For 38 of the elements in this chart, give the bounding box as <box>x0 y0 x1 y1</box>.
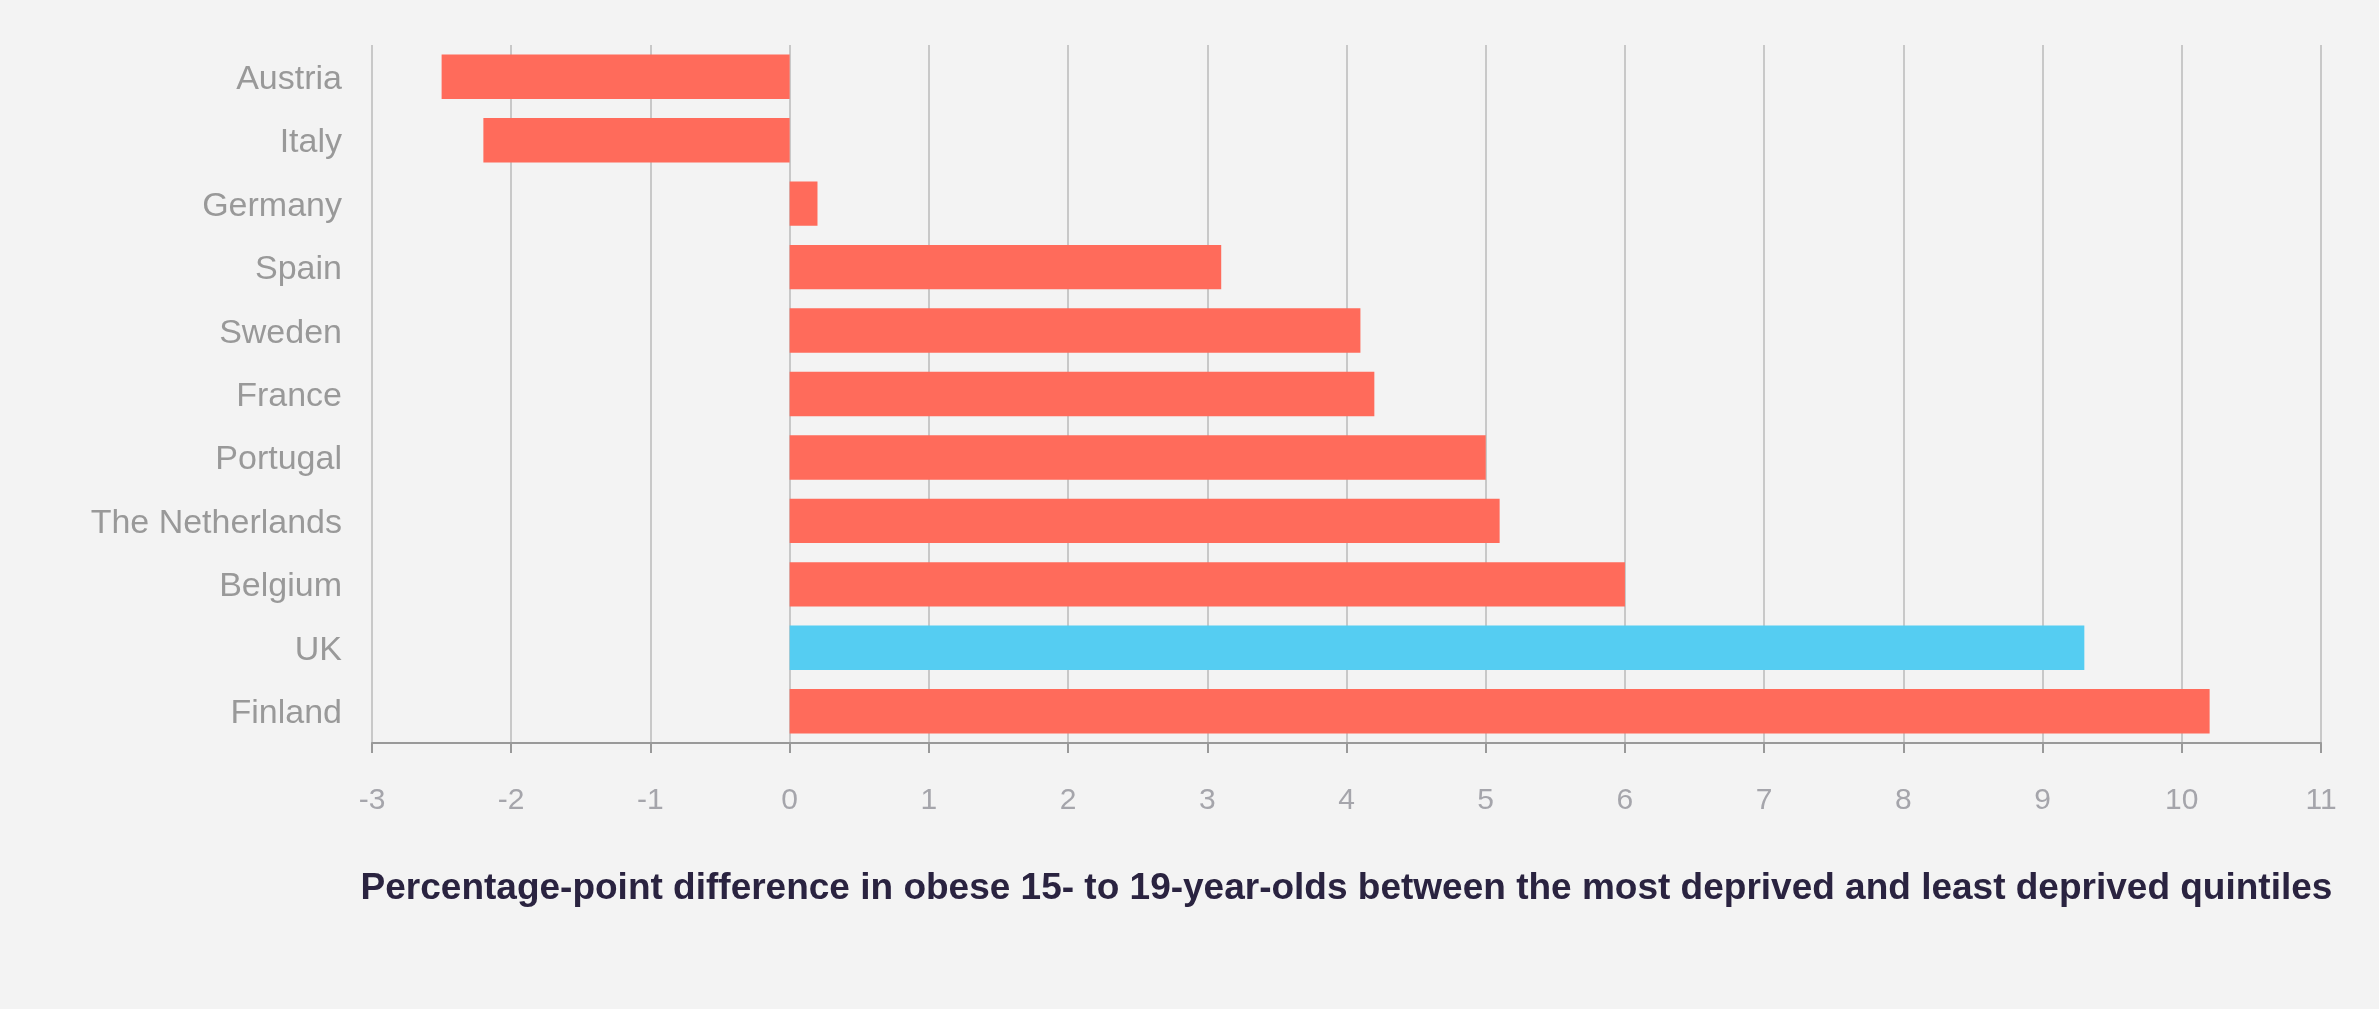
bar <box>441 54 790 99</box>
x-tick-label: 2 <box>1059 781 1077 815</box>
x-tick-label: 7 <box>1755 781 1773 815</box>
x-tick-label: 11 <box>2305 781 2337 815</box>
y-tick-label: Austria <box>236 57 343 96</box>
y-tick-label: France <box>236 375 342 413</box>
y-tick-label: Germany <box>202 184 342 223</box>
x-tick-label: 9 <box>2034 781 2051 815</box>
bar <box>789 371 1375 417</box>
y-tick-label: Italy <box>279 121 342 160</box>
x-tick-label: -3 <box>358 781 386 815</box>
y-tick-label: Belgium <box>219 565 342 604</box>
bar <box>789 689 2210 734</box>
x-tick-label: 4 <box>1338 781 1355 815</box>
x-tick-label: 5 <box>1477 781 1495 815</box>
bar <box>789 435 1486 480</box>
y-tick-label: Sweden <box>219 311 342 350</box>
bar <box>789 562 1625 607</box>
x-tick-label: -2 <box>497 781 525 815</box>
x-axis-title: Percentage-point difference in obese 15- to 19-year-olds between the most deprived and least deprived quintiles <box>360 865 2333 907</box>
bar <box>789 244 1222 290</box>
x-tick-label: -1 <box>637 781 664 815</box>
bar <box>789 498 1500 544</box>
bar <box>789 181 818 226</box>
bar <box>483 117 790 163</box>
bar <box>789 625 2085 671</box>
x-tick-label: 10 <box>2165 781 2199 815</box>
y-tick-label: Finland <box>230 692 342 731</box>
x-tick-label: 3 <box>1198 781 1216 815</box>
bar <box>789 308 1361 353</box>
y-tick-label: The Netherlands <box>90 501 342 540</box>
x-tick-label: 8 <box>1895 781 1912 815</box>
y-tick-label: UK <box>294 628 343 667</box>
x-tick-label: 0 <box>781 781 798 815</box>
y-tick-label: Portugal <box>215 438 342 477</box>
x-tick-label: 1 <box>920 781 938 815</box>
x-tick-label: 6 <box>1616 781 1634 815</box>
y-tick-label: Spain <box>255 248 342 287</box>
